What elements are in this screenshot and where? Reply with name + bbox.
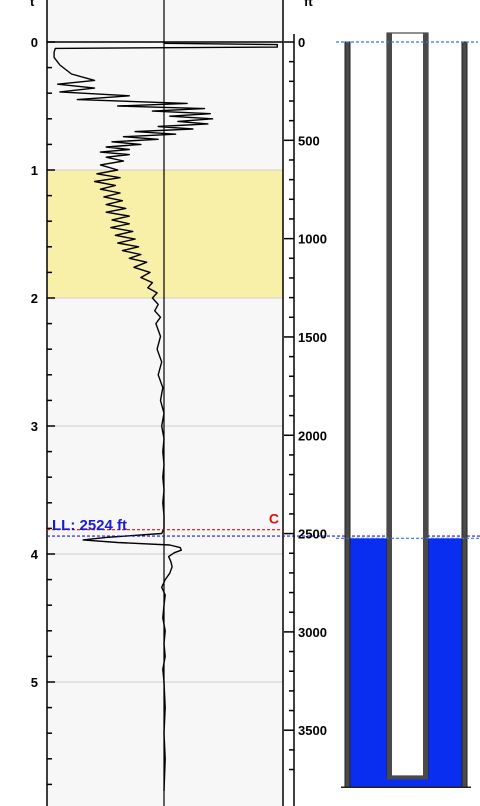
liquid-level-label: LL: 2524 ft xyxy=(52,517,127,534)
tubing-left-wall xyxy=(387,33,392,778)
depth-tick-label: 3500 xyxy=(298,723,327,738)
trace-panel: 0 1 2 3 4 5 C LL: 2524 ft xyxy=(31,0,480,806)
depth-tick-label: 0 xyxy=(298,35,305,50)
depth-tick-label: 1500 xyxy=(298,330,327,345)
marker-label: C xyxy=(269,511,279,527)
time-tick-label: 4 xyxy=(31,547,39,562)
depth-tick-label: 3000 xyxy=(298,625,327,640)
time-tick-label: 3 xyxy=(31,419,38,434)
depth-axis: 0 500 1000 1500 2000 2500 3000 3500 xyxy=(284,34,327,806)
casing-left-wall xyxy=(344,41,351,788)
highlight-band xyxy=(47,170,283,298)
time-tick-label: 1 xyxy=(31,163,38,178)
depth-tick-label: 1000 xyxy=(298,232,327,247)
panel-background xyxy=(47,0,283,806)
depth-tick-label: 2000 xyxy=(298,428,327,443)
depth-tick-label: 2500 xyxy=(298,527,327,542)
depth-tick-label: 500 xyxy=(298,133,320,148)
time-tick-label: 0 xyxy=(31,35,38,50)
depth-axis-header: ft xyxy=(304,0,313,9)
tubing-right-wall xyxy=(423,33,428,778)
casing-right-wall xyxy=(461,41,468,788)
wellbore-diagram xyxy=(336,32,480,788)
time-tick-label: 2 xyxy=(31,291,38,306)
acoustic-trace xyxy=(53,42,278,791)
time-tick-label: 5 xyxy=(31,675,38,690)
time-axis-header: t xyxy=(30,0,35,9)
tubing-body xyxy=(386,32,429,778)
